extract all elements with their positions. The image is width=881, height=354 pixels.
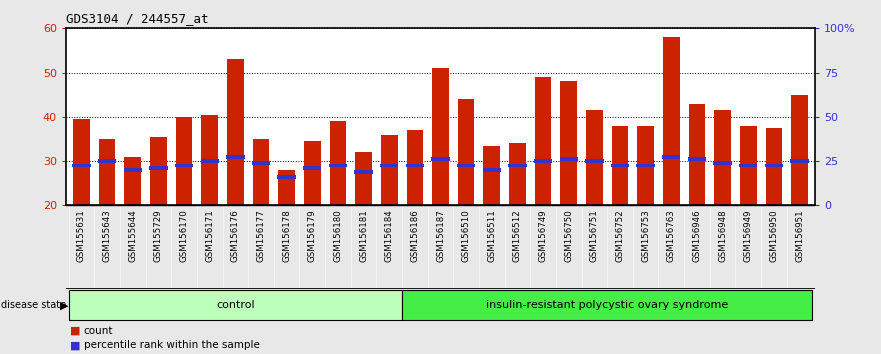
Text: GSM155729: GSM155729 xyxy=(154,210,163,262)
Bar xyxy=(740,126,757,205)
Bar xyxy=(355,152,372,205)
Bar xyxy=(405,164,424,167)
Text: disease state: disease state xyxy=(1,300,66,310)
Bar xyxy=(765,164,783,167)
Text: GSM156749: GSM156749 xyxy=(538,210,548,262)
Bar xyxy=(766,128,782,205)
Text: GSM156177: GSM156177 xyxy=(256,210,265,262)
Text: count: count xyxy=(84,326,113,336)
Text: GSM156948: GSM156948 xyxy=(718,210,727,262)
Text: GSM156178: GSM156178 xyxy=(282,210,291,262)
Bar xyxy=(149,166,167,170)
Bar xyxy=(227,59,244,205)
Bar xyxy=(354,170,373,174)
Text: GSM156751: GSM156751 xyxy=(590,210,599,262)
Text: GSM155643: GSM155643 xyxy=(102,210,112,262)
Bar xyxy=(458,99,475,205)
Text: GSM156179: GSM156179 xyxy=(307,210,317,262)
Bar xyxy=(124,156,141,205)
Bar xyxy=(252,161,270,165)
Text: ▶: ▶ xyxy=(60,300,69,310)
Bar xyxy=(790,159,809,163)
Bar xyxy=(380,164,398,167)
Text: ■: ■ xyxy=(70,326,81,336)
Text: ■: ■ xyxy=(70,340,81,350)
Bar xyxy=(150,137,167,205)
Bar xyxy=(278,170,295,205)
Bar xyxy=(174,164,193,167)
Bar xyxy=(560,81,577,205)
Bar xyxy=(534,159,552,163)
Text: GSM155644: GSM155644 xyxy=(129,210,137,262)
Text: GSM156951: GSM156951 xyxy=(795,210,804,262)
Bar xyxy=(611,126,628,205)
Bar xyxy=(663,37,679,205)
Text: GSM156180: GSM156180 xyxy=(333,210,343,262)
Bar xyxy=(202,115,218,205)
Bar xyxy=(689,104,706,205)
Bar xyxy=(73,119,90,205)
Bar xyxy=(663,155,680,159)
Bar xyxy=(304,141,321,205)
Text: GSM156512: GSM156512 xyxy=(513,210,522,262)
Bar xyxy=(329,121,346,205)
Bar xyxy=(688,157,707,161)
Text: GSM156181: GSM156181 xyxy=(359,210,368,262)
Text: GSM156949: GSM156949 xyxy=(744,210,752,262)
Text: GSM156184: GSM156184 xyxy=(385,210,394,262)
Bar xyxy=(381,135,397,205)
Bar xyxy=(278,175,296,178)
Bar xyxy=(484,145,500,205)
Bar xyxy=(99,139,115,205)
Text: GSM156752: GSM156752 xyxy=(616,210,625,262)
Text: GSM156170: GSM156170 xyxy=(180,210,189,262)
Bar xyxy=(226,155,245,159)
Text: insulin-resistant polycystic ovary syndrome: insulin-resistant polycystic ovary syndr… xyxy=(486,300,729,310)
Bar xyxy=(636,164,655,167)
Text: GSM155631: GSM155631 xyxy=(77,210,86,262)
Text: GSM156186: GSM156186 xyxy=(411,210,419,262)
Bar xyxy=(637,126,654,205)
Text: GSM156750: GSM156750 xyxy=(564,210,574,262)
Text: percentile rank within the sample: percentile rank within the sample xyxy=(84,340,260,350)
Text: GSM156950: GSM156950 xyxy=(769,210,779,262)
Bar xyxy=(329,164,347,167)
Text: GSM156511: GSM156511 xyxy=(487,210,496,262)
Bar xyxy=(303,166,322,170)
Bar xyxy=(406,130,423,205)
Bar xyxy=(98,159,116,163)
Text: GSM156763: GSM156763 xyxy=(667,210,676,262)
Text: control: control xyxy=(216,300,255,310)
Bar xyxy=(253,139,270,205)
Bar xyxy=(559,157,578,161)
Bar xyxy=(739,164,758,167)
Bar xyxy=(483,168,501,172)
Bar xyxy=(714,161,732,165)
Bar xyxy=(175,117,192,205)
Bar xyxy=(791,95,808,205)
Text: GSM156946: GSM156946 xyxy=(692,210,701,262)
Bar xyxy=(586,110,603,205)
Bar xyxy=(432,157,449,161)
Text: GSM156510: GSM156510 xyxy=(462,210,470,262)
Text: GSM156171: GSM156171 xyxy=(205,210,214,262)
Bar xyxy=(611,164,629,167)
Bar xyxy=(457,164,476,167)
Bar xyxy=(433,68,448,205)
Bar xyxy=(69,290,402,320)
Text: GDS3104 / 244557_at: GDS3104 / 244557_at xyxy=(66,12,209,25)
Bar xyxy=(585,159,603,163)
Bar xyxy=(123,168,142,172)
Bar xyxy=(714,110,731,205)
Text: GSM156176: GSM156176 xyxy=(231,210,240,262)
Bar xyxy=(402,290,812,320)
Bar xyxy=(72,164,91,167)
Bar xyxy=(201,159,218,163)
Text: GSM156753: GSM156753 xyxy=(641,210,650,262)
Bar xyxy=(509,143,526,205)
Bar xyxy=(535,77,552,205)
Bar xyxy=(508,164,527,167)
Text: GSM156187: GSM156187 xyxy=(436,210,445,262)
